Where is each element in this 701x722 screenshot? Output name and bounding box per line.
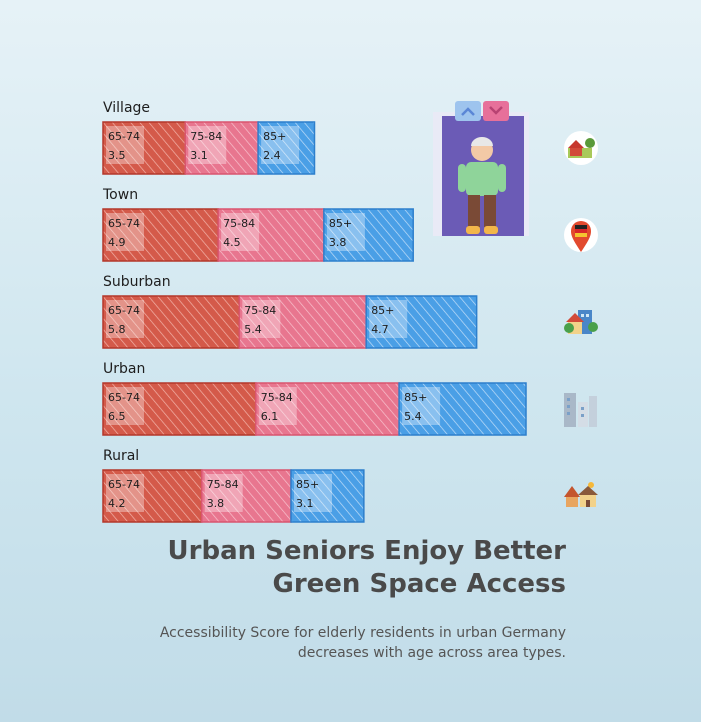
segment-series-label: 85+ [329,217,352,230]
bar-segment [200,469,292,523]
segment-label-backdrop [188,126,227,164]
segment-value-label: 3.1 [190,149,208,162]
segment-value-label: 4.7 [371,323,389,336]
category-label: Town [102,187,138,203]
segment-value-label: 4.5 [223,236,241,249]
segment-label-backdrop [369,300,408,338]
segment-label-backdrop [106,474,144,512]
category-label: Rural [103,448,139,464]
segment-label-backdrop [106,126,144,164]
chart-subtitle: Accessibility Score for elderly resident… [159,625,566,661]
bar-segment [365,295,478,349]
segment-series-label: 85+ [404,391,427,404]
segment-value-label: 2.4 [263,149,281,162]
segment-label-backdrop [221,213,260,251]
location-pin-icon [564,218,598,252]
segment-label-backdrop [326,213,365,251]
farm-icon [564,131,598,165]
chart-title: Urban Seniors Enjoy Better Green Space A… [167,536,566,599]
bars-group: Village 65-74 3.5 75-84 3.1 85+ 2.4 Town 65-74 4.… [102,100,527,523]
segment-series-label: 75-84 [244,304,276,317]
segment-value-label: 3.8 [329,236,347,249]
segment-series-label: 65-74 [108,130,140,143]
elderly-person-elevator-icon [433,101,529,236]
segment-series-label: 75-84 [223,217,255,230]
segment-value-label: 3.8 [207,497,225,510]
bar-segment [398,382,527,436]
segment-label-backdrop [106,300,144,338]
category-label: Suburban [103,274,171,290]
rural-house-icon [564,482,598,507]
segment-series-label: 85+ [371,304,394,317]
segment-value-label: 3.5 [108,149,126,162]
segment-value-label: 5.4 [244,323,261,336]
segment-series-label: 75-84 [207,478,239,491]
segment-label-backdrop [106,213,144,251]
segment-label-backdrop [402,387,441,425]
segment-value-label: 6.5 [108,410,126,423]
segment-value-label: 3.1 [296,497,314,510]
bar-segment [257,121,316,175]
segment-series-label: 65-74 [108,304,140,317]
bar-segment [255,382,400,436]
segment-value-label: 5.4 [404,410,422,423]
segment-series-label: 85+ [296,478,319,491]
bar-segment [290,469,365,523]
segment-label-backdrop [106,387,144,425]
bar-segment [102,382,257,436]
segment-value-label: 4.9 [108,236,126,249]
segment-value-label: 6.1 [261,410,279,423]
segment-value-label: 5.8 [108,323,126,336]
bar-segment [184,121,259,175]
segment-label-backdrop [242,300,281,338]
segment-series-label: 65-74 [108,391,140,404]
bar-segment [238,295,367,349]
city-buildings-icon [564,393,597,427]
segment-label-backdrop [261,126,300,164]
suburban-houses-icon [564,310,598,334]
segment-series-label: 65-74 [108,478,140,491]
segment-series-label: 65-74 [108,217,140,230]
bar-segment [323,208,414,262]
segment-series-label: 75-84 [261,391,293,404]
segment-series-label: 85+ [263,130,286,143]
bar-segment [102,469,203,523]
category-label: Urban [103,361,145,377]
segment-series-label: 75-84 [190,130,222,143]
category-label: Village [103,100,150,116]
segment-label-backdrop [258,387,297,425]
segment-value-label: 4.2 [108,497,126,510]
segment-label-backdrop [294,474,332,512]
segment-label-backdrop [204,474,243,512]
